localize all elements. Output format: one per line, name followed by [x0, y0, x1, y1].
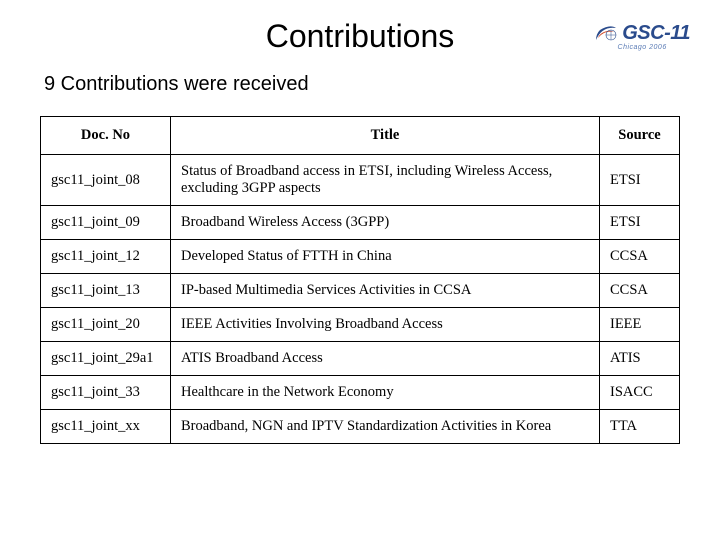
logo-subtext: Chicago 2006: [618, 44, 667, 51]
cell-title: Broadband Wireless Access (3GPP): [171, 206, 600, 240]
cell-title: Status of Broadband access in ETSI, incl…: [171, 155, 600, 206]
table-header-row: Doc. No Title Source: [41, 117, 680, 155]
cell-doc: gsc11_joint_13: [41, 274, 171, 308]
slide-header: Contributions GSC-11 Chicago 2006: [40, 18, 680, 55]
cell-source: ISACC: [600, 376, 680, 410]
col-header-source: Source: [600, 117, 680, 155]
cell-title: Healthcare in the Network Economy: [171, 376, 600, 410]
cell-source: CCSA: [600, 274, 680, 308]
logo-main: GSC-11: [594, 20, 690, 46]
table-row: gsc11_joint_08 Status of Broadband acces…: [41, 155, 680, 206]
cell-doc: gsc11_joint_09: [41, 206, 171, 240]
col-header-doc: Doc. No: [41, 117, 171, 155]
globe-swoosh-icon: [594, 20, 620, 46]
cell-source: CCSA: [600, 240, 680, 274]
subtitle: 9 Contributions were received: [44, 73, 680, 96]
cell-source: IEEE: [600, 308, 680, 342]
cell-title: Broadband, NGN and IPTV Standardization …: [171, 410, 600, 444]
table-row: gsc11_joint_29a1 ATIS Broadband Access A…: [41, 342, 680, 376]
logo-text: GSC-11: [622, 22, 690, 45]
cell-source: ATIS: [600, 342, 680, 376]
cell-title: IP-based Multimedia Services Activities …: [171, 274, 600, 308]
page-title: Contributions: [266, 18, 455, 55]
table-row: gsc11_joint_xx Broadband, NGN and IPTV S…: [41, 410, 680, 444]
table-body: gsc11_joint_08 Status of Broadband acces…: [41, 155, 680, 444]
cell-doc: gsc11_joint_33: [41, 376, 171, 410]
table-row: gsc11_joint_12 Developed Status of FTTH …: [41, 240, 680, 274]
logo: GSC-11 Chicago 2006: [594, 20, 690, 51]
col-header-title: Title: [171, 117, 600, 155]
table-row: gsc11_joint_13 IP-based Multimedia Servi…: [41, 274, 680, 308]
cell-source: ETSI: [600, 155, 680, 206]
cell-source: ETSI: [600, 206, 680, 240]
table-row: gsc11_joint_33 Healthcare in the Network…: [41, 376, 680, 410]
table-row: gsc11_joint_20 IEEE Activities Involving…: [41, 308, 680, 342]
cell-doc: gsc11_joint_29a1: [41, 342, 171, 376]
cell-doc: gsc11_joint_08: [41, 155, 171, 206]
cell-title: ATIS Broadband Access: [171, 342, 600, 376]
slide: Contributions GSC-11 Chicago 2006 9 Cont…: [0, 0, 720, 464]
cell-doc: gsc11_joint_xx: [41, 410, 171, 444]
cell-title: IEEE Activities Involving Broadband Acce…: [171, 308, 600, 342]
contributions-table: Doc. No Title Source gsc11_joint_08 Stat…: [40, 116, 680, 444]
cell-doc: gsc11_joint_12: [41, 240, 171, 274]
table-row: gsc11_joint_09 Broadband Wireless Access…: [41, 206, 680, 240]
cell-doc: gsc11_joint_20: [41, 308, 171, 342]
cell-title: Developed Status of FTTH in China: [171, 240, 600, 274]
cell-source: TTA: [600, 410, 680, 444]
